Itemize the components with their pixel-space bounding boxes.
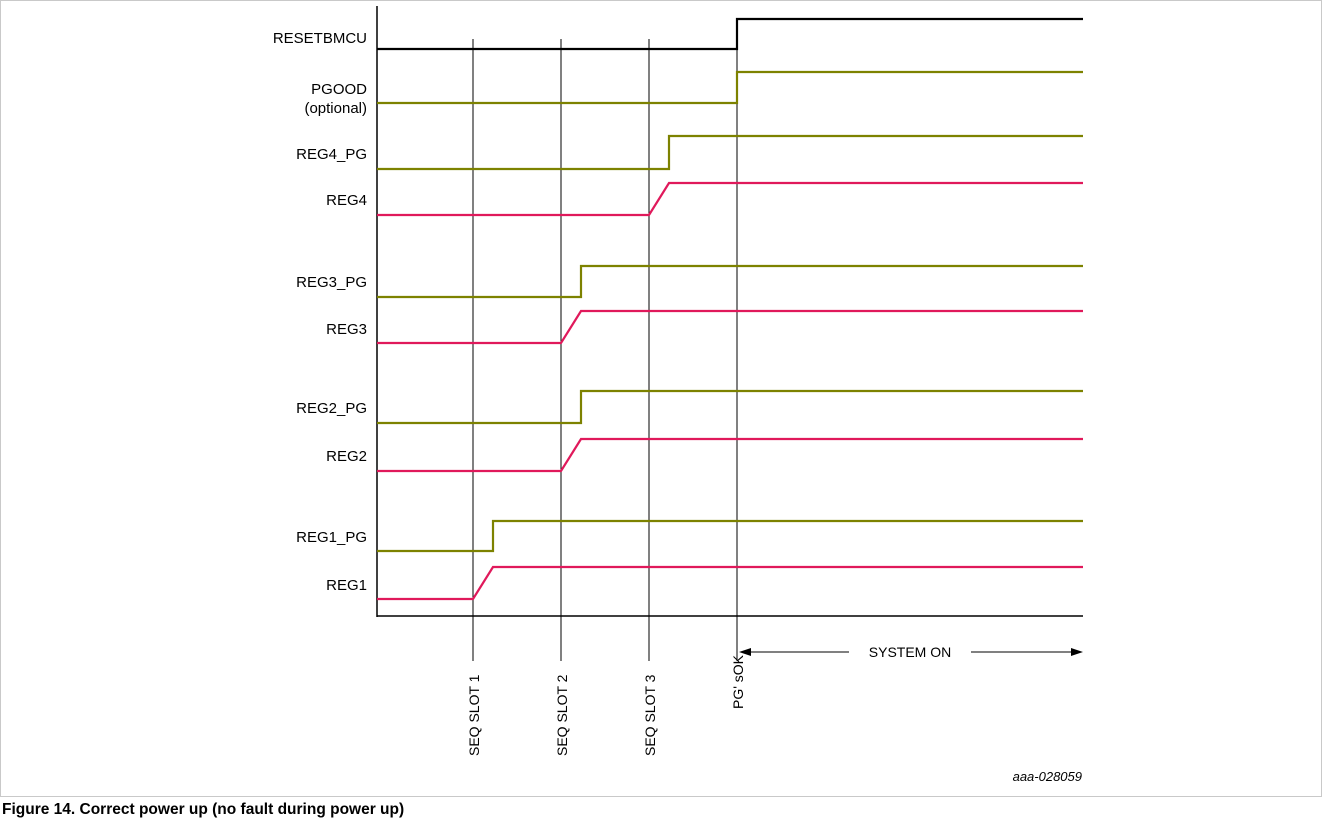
signal-label-reg1: REG1 bbox=[326, 577, 367, 594]
waveform-reg2 bbox=[377, 437, 1083, 473]
waveform-reg3 bbox=[377, 309, 1083, 345]
waveform-reg3-pg bbox=[377, 264, 1083, 299]
signal-label-reg3: REG3 bbox=[326, 321, 367, 338]
figure-frame: RESETBMCU PGOOD (optional) REG4_PG REG4 … bbox=[0, 0, 1322, 797]
waveform-reg4-pg bbox=[377, 134, 1083, 171]
waveform-reg4 bbox=[377, 181, 1083, 217]
waveform-resetbmcu bbox=[377, 17, 1083, 51]
waveform-reg2-pg bbox=[377, 389, 1083, 425]
marker-label-pgs-ok: PG' sOK bbox=[730, 654, 746, 709]
signal-label-pgood-optional: (optional) bbox=[304, 100, 367, 117]
signal-label-resetbmcu: RESETBMCU bbox=[273, 30, 367, 47]
figure-caption: Figure 14. Correct power up (no fault du… bbox=[2, 801, 405, 818]
marker-label-slot-3: SEQ SLOT 3 bbox=[642, 674, 658, 756]
signal-label-reg4-pg: REG4_PG bbox=[296, 146, 367, 163]
figure-reference-code: aaa-028059 bbox=[1013, 769, 1082, 784]
signal-label-reg2: REG2 bbox=[326, 448, 367, 465]
timing-diagram: RESETBMCU PGOOD (optional) REG4_PG REG4 … bbox=[273, 6, 1083, 784]
signal-label-pgood: PGOOD bbox=[311, 81, 367, 98]
system-on-arrowhead-left bbox=[739, 648, 751, 656]
signal-label-reg3-pg: REG3_PG bbox=[296, 274, 367, 291]
waveform-reg1-pg bbox=[377, 519, 1083, 553]
marker-label-slot-1: SEQ SLOT 1 bbox=[466, 674, 482, 756]
system-on-label: SYSTEM ON bbox=[869, 644, 951, 660]
signal-label-reg4: REG4 bbox=[326, 192, 367, 209]
waveform-pgood bbox=[377, 70, 1083, 105]
signal-label-reg1-pg: REG1_PG bbox=[296, 529, 367, 546]
marker-label-slot-2: SEQ SLOT 2 bbox=[554, 674, 570, 756]
waveform-reg1 bbox=[377, 565, 1083, 601]
system-on-arrowhead-right bbox=[1071, 648, 1083, 656]
signal-label-reg2-pg: REG2_PG bbox=[296, 400, 367, 417]
